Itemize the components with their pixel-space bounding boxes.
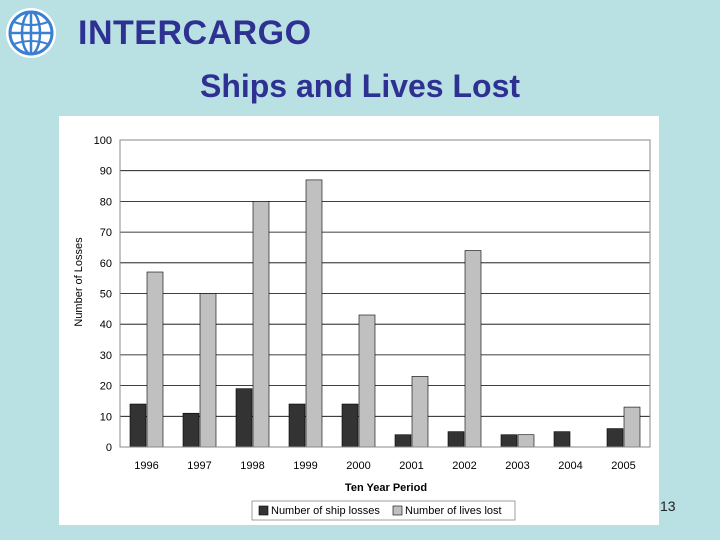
bar-lives-lost xyxy=(517,434,535,448)
y-tick-label: 30 xyxy=(100,350,112,362)
plot-area-border xyxy=(119,139,651,448)
y-tick-label: 90 xyxy=(100,166,112,178)
x-tick-label: 1999 xyxy=(293,460,317,472)
bar-lives-lost xyxy=(464,250,482,448)
x-tick-label: 2001 xyxy=(399,460,423,472)
legend-swatch xyxy=(258,505,269,516)
x-tick-label: 2004 xyxy=(558,460,582,472)
tick-labels: 0 10 20 30 40 50 60 70 80 90 100 1996 1997 1998 1999 20… xyxy=(94,135,636,472)
page-title: Ships and Lives Lost xyxy=(0,68,720,105)
bar-ship-losses xyxy=(235,388,253,448)
y-tick-label: 40 xyxy=(100,319,112,331)
bars xyxy=(129,179,641,448)
y-tick-label: 80 xyxy=(100,196,112,208)
brand-name: INTERCARGO xyxy=(78,14,312,52)
bar-lives-lost xyxy=(146,271,164,448)
chart-legend: Number of ship losses Number of lives los… xyxy=(251,500,516,521)
legend-label: Number of lives lost xyxy=(405,505,502,517)
bar-ship-losses xyxy=(447,431,465,448)
y-tick-label: 100 xyxy=(94,135,112,147)
x-axis-label: Ten Year Period xyxy=(345,482,427,494)
legend-swatch xyxy=(392,505,403,516)
y-tick-label: 50 xyxy=(100,289,112,301)
x-tick-label: 2003 xyxy=(505,460,529,472)
y-tick-label: 70 xyxy=(100,227,112,239)
chart-panel: 0 10 20 30 40 50 60 70 80 90 100 1996 1997 1998 1999 20… xyxy=(59,116,659,525)
legend-label: Number of ship losses xyxy=(271,505,380,517)
bar-lives-lost xyxy=(305,179,323,448)
page-number: 13 xyxy=(660,498,676,514)
axes xyxy=(119,139,651,448)
legend-box xyxy=(251,500,516,521)
bar-ship-losses xyxy=(288,403,306,448)
bar-ship-losses xyxy=(182,412,200,448)
bar-lives-lost xyxy=(252,201,270,448)
x-tick-label: 1998 xyxy=(240,460,264,472)
bar-ship-losses xyxy=(606,428,624,448)
x-tick-label: 2005 xyxy=(611,460,635,472)
x-tick-label: 2002 xyxy=(452,460,476,472)
bar-ship-losses xyxy=(500,434,518,448)
bar-lives-lost xyxy=(358,314,376,448)
x-tick-label: 1996 xyxy=(134,460,158,472)
bar-ship-losses xyxy=(553,431,571,448)
y-tick-label: 10 xyxy=(100,411,112,423)
globe-logo-icon xyxy=(6,8,56,58)
y-tick-label: 60 xyxy=(100,258,112,270)
y-tick-label: 0 xyxy=(106,442,112,454)
x-tick-label: 1997 xyxy=(187,460,211,472)
page-title-text: Ships and Lives Lost xyxy=(199,68,521,104)
bar-ship-losses xyxy=(129,403,147,448)
y-axis-label: Number of Losses xyxy=(73,237,85,327)
bar-lives-lost xyxy=(199,293,217,448)
bar-lives-lost xyxy=(623,406,641,448)
y-tick-label: 20 xyxy=(100,381,112,393)
bar-ship-losses xyxy=(341,403,359,448)
grid-lines xyxy=(120,170,650,417)
bar-chart: 0 10 20 30 40 50 60 70 80 90 100 1996 1997 1998 1999 20… xyxy=(73,135,651,521)
bar-ship-losses xyxy=(394,434,412,448)
bar-lives-lost xyxy=(411,376,429,448)
x-tick-label: 2000 xyxy=(346,460,370,472)
